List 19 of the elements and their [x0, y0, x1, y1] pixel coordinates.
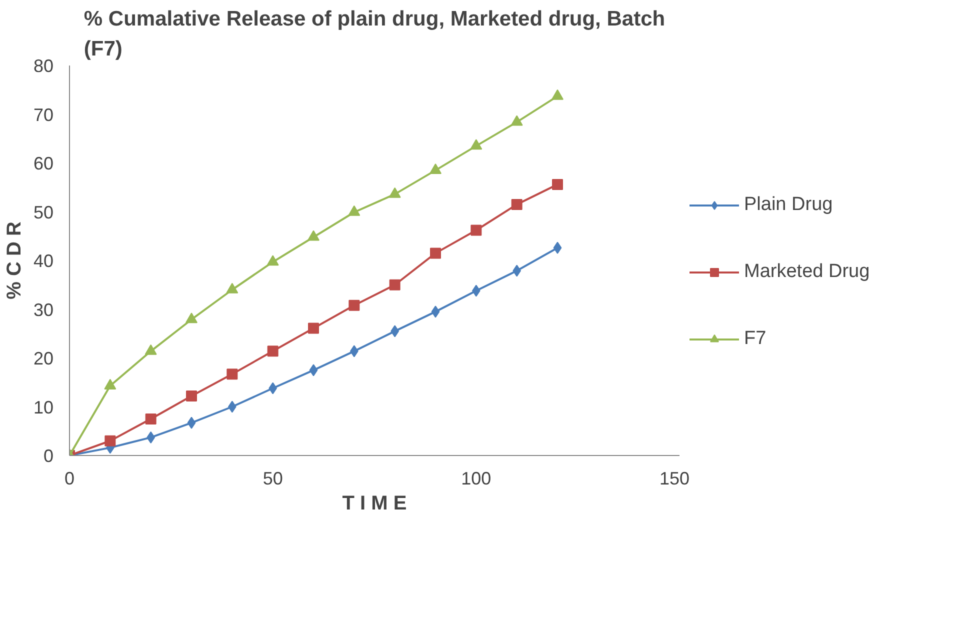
- y-axis-title: % C D R: [3, 221, 26, 300]
- x-axis-title: T I M E: [342, 492, 407, 514]
- y-tick-label: 10: [33, 397, 54, 418]
- y-tick-label: 50: [33, 202, 54, 222]
- y-tick-label: 30: [33, 300, 54, 320]
- legend-label: Marketed Drug: [744, 260, 870, 282]
- y-tick-label: 70: [33, 104, 54, 125]
- x-tick-label: 0: [64, 468, 75, 488]
- y-tick-label: 80: [33, 56, 54, 76]
- y-tick-label: 60: [33, 154, 54, 174]
- y-tick-label: 0: [43, 446, 54, 466]
- chart-title: % Cumalative Release of plain drug, Marketed drug, Batch (F7): [84, 8, 666, 60]
- x-tick-label: 150: [659, 468, 690, 488]
- x-tick-label: 100: [461, 468, 492, 488]
- y-tick-label: 20: [33, 348, 54, 368]
- legend-label: Plain Drug: [744, 194, 833, 216]
- y-tick-label: 40: [33, 251, 54, 271]
- x-tick-label: 50: [262, 468, 283, 488]
- legend-label: F7: [744, 328, 766, 350]
